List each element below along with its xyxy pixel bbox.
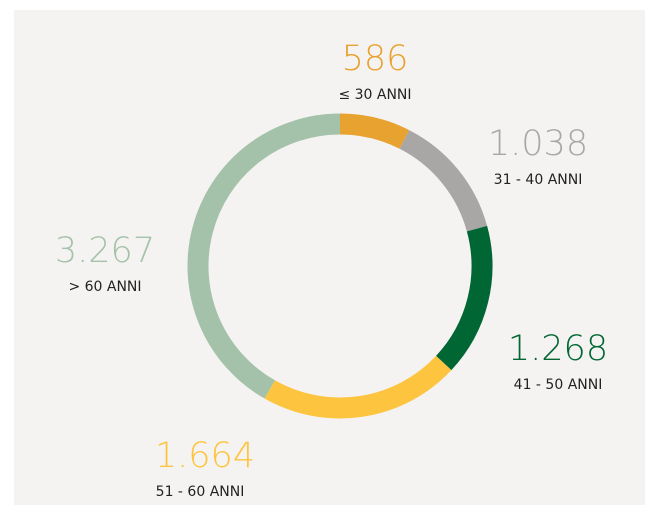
donut-segment: [264, 355, 452, 419]
category-label: ≤ 30 ANNI: [338, 87, 411, 103]
value-label: 1.268: [508, 329, 608, 369]
value-label: 1.664: [155, 436, 255, 476]
donut-segment: [339, 113, 410, 149]
panel: [14, 10, 645, 505]
category-label: > 60 ANNI: [68, 279, 141, 295]
value-label: 1.038: [488, 124, 588, 164]
category-label: 31 - 40 ANNI: [494, 172, 583, 188]
donut-segment: [187, 113, 341, 399]
donut-segment: [435, 225, 493, 371]
category-label: 51 - 60 ANNI: [156, 484, 245, 500]
category-label: 41 - 50 ANNI: [514, 377, 603, 393]
value-label: 3.267: [55, 231, 155, 271]
value-label: 586: [342, 39, 409, 79]
donut-segment: [399, 130, 488, 232]
